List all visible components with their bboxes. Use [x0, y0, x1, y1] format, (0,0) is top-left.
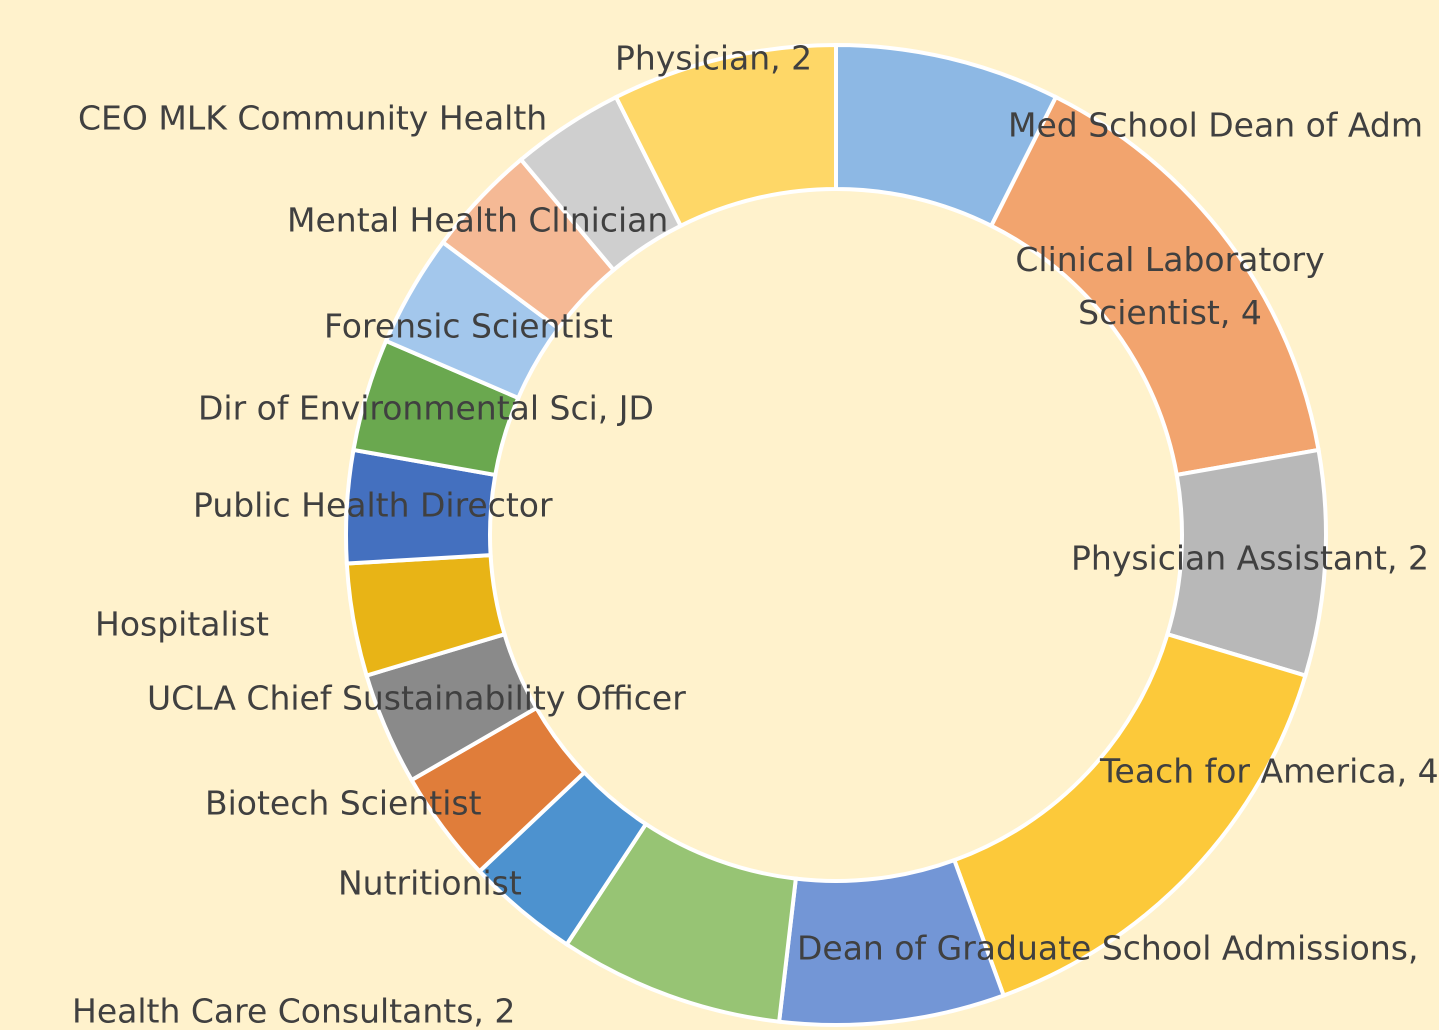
data-label: Nutritionist [338, 864, 522, 903]
data-label: Dir of Environmental Sci, JD [198, 389, 654, 428]
data-label: Mental Health Clinician [287, 201, 668, 240]
data-label: Forensic Scientist [324, 307, 613, 346]
data-label: CEO MLK Community Health [78, 99, 547, 138]
data-label: Biotech Scientist [205, 784, 482, 823]
data-label: Med School Dean of Adm [1008, 106, 1423, 145]
data-label: Clinical Laboratory Scientist, 4 [1015, 240, 1324, 332]
data-label: Teach for America, 4 [1099, 752, 1439, 791]
data-label: Health Care Consultants, 2 [72, 992, 515, 1030]
data-label: Physician Assistant, 2 [1071, 539, 1429, 578]
donut-slice [988, 94, 1321, 478]
data-label: Physician, 2 [615, 39, 812, 78]
data-label: Dean of Graduate School Admissions, [797, 929, 1418, 968]
donut-slice [613, 42, 838, 229]
data-label: Public Health Director [193, 486, 553, 525]
data-label: UCLA Chief Sustainability Officer [147, 679, 686, 718]
data-label: Hospitalist [95, 605, 269, 644]
